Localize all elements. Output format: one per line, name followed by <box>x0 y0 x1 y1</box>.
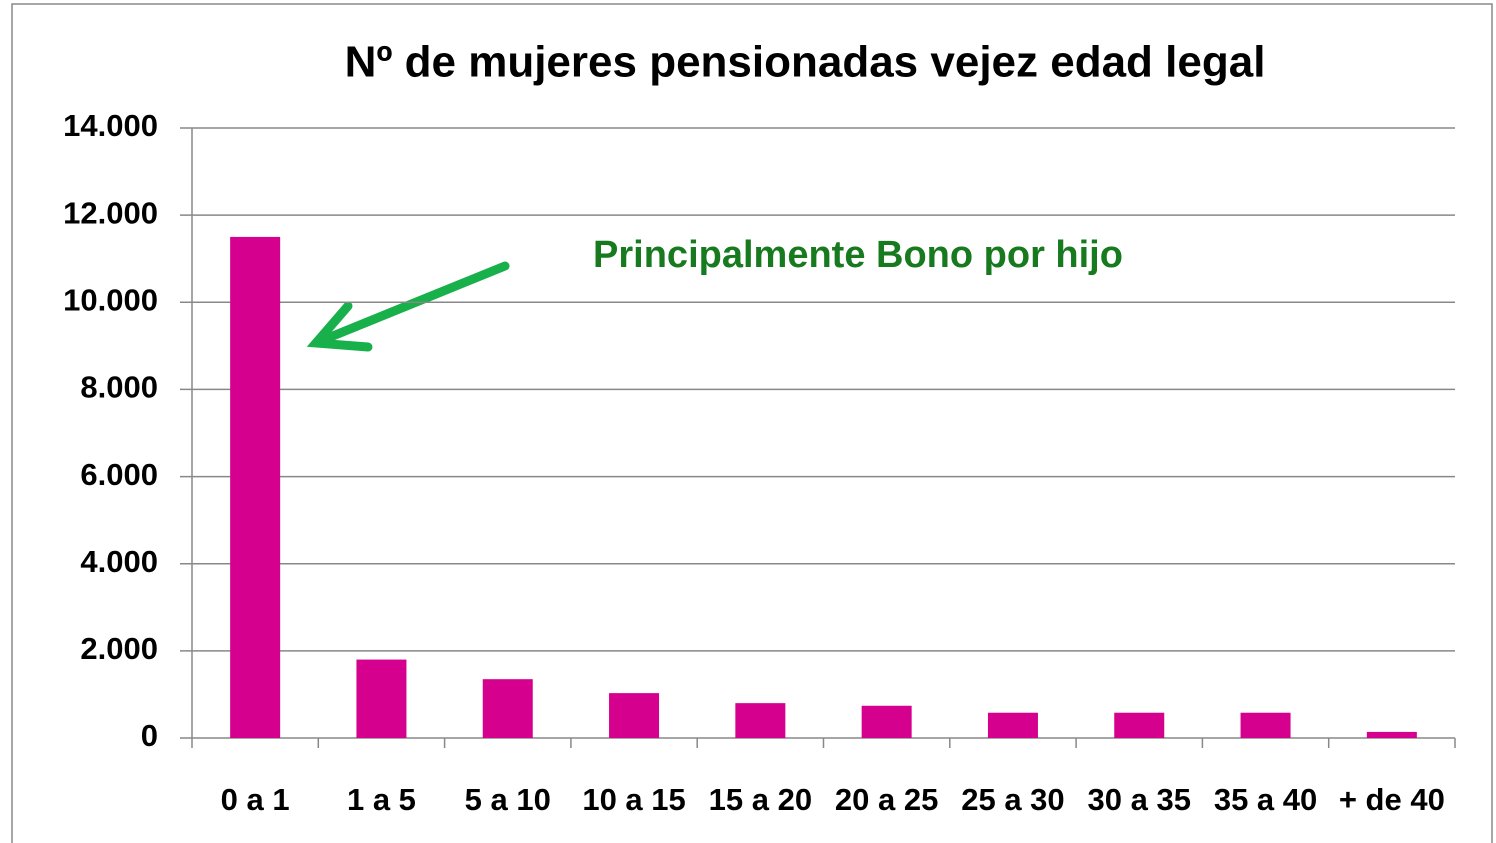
y-tick-label: 10.000 <box>63 282 158 317</box>
bar <box>735 703 786 738</box>
bar <box>1240 712 1291 738</box>
bar <box>230 236 281 738</box>
y-tick-label: 2.000 <box>80 631 158 666</box>
x-tick-label: 10 a 15 <box>582 782 685 817</box>
x-tick-label: 0 a 1 <box>221 782 290 817</box>
bar <box>482 679 533 738</box>
y-tick-label: 6.000 <box>80 457 158 492</box>
x-tick-label: + de 40 <box>1339 782 1445 817</box>
x-tick-label: 30 a 35 <box>1088 782 1191 817</box>
y-tick-label: 12.000 <box>63 195 158 230</box>
y-tick-label: 4.000 <box>80 544 158 579</box>
bar <box>609 693 660 738</box>
x-tick-label: 25 a 30 <box>961 782 1064 817</box>
x-tick-label: 35 a 40 <box>1214 782 1317 817</box>
chart-title: Nº de mujeres pensionadas vejez edad leg… <box>345 38 1266 87</box>
bar <box>987 712 1038 738</box>
x-tick-label: 20 a 25 <box>835 782 938 817</box>
annotation: Principalmente Bono por hijo <box>593 234 1123 276</box>
bar <box>861 705 912 738</box>
x-tick-label: 15 a 20 <box>709 782 812 817</box>
y-tick-label: 14.000 <box>63 108 158 143</box>
bar <box>1114 712 1165 738</box>
bar <box>1366 731 1417 738</box>
x-tick-label: 1 a 5 <box>347 782 416 817</box>
annotation-arrow <box>306 261 510 352</box>
x-tick-label: 5 a 10 <box>465 782 551 817</box>
bar <box>356 659 407 738</box>
y-tick-label: 0 <box>141 718 158 753</box>
y-tick-label: 8.000 <box>80 370 158 405</box>
